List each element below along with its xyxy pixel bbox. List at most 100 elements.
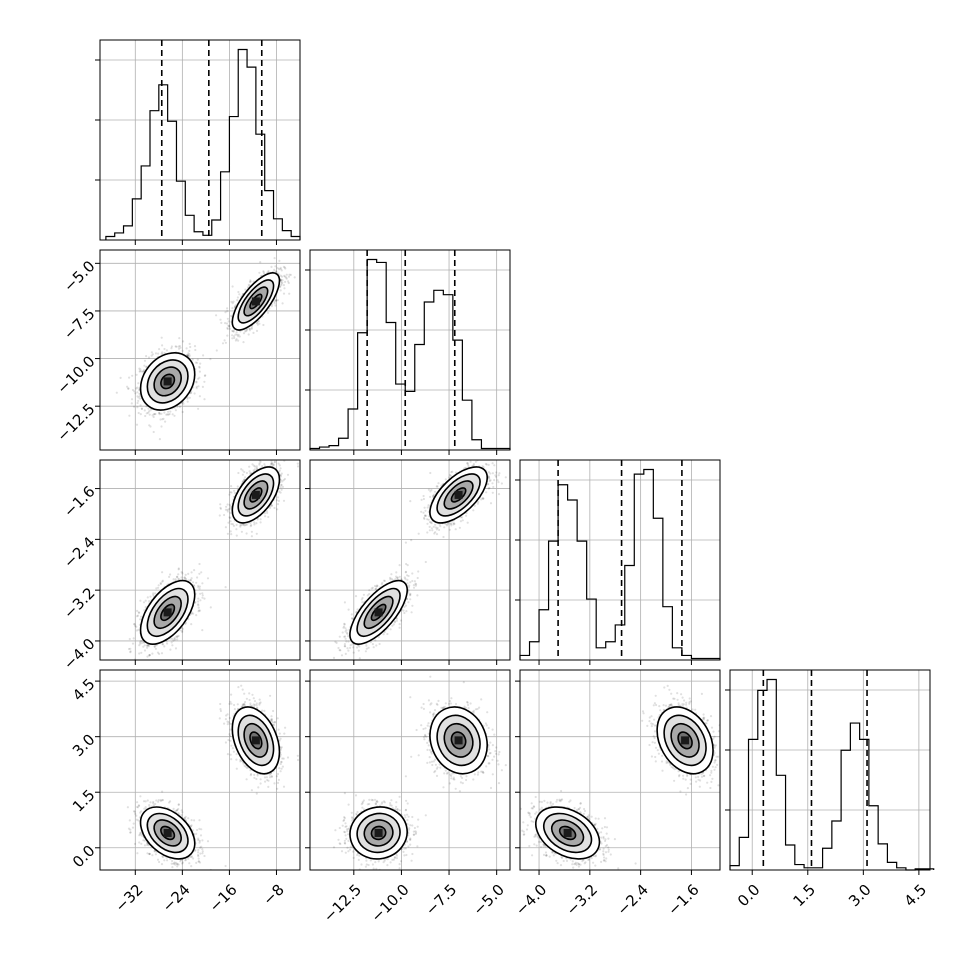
sample-point [231,307,234,310]
sample-point [137,396,140,399]
sample-point [198,609,202,612]
sample-point [146,644,149,647]
sample-point [202,354,205,357]
sample-point [190,571,193,574]
sample-point [219,506,222,509]
sample-point [132,637,135,640]
sample-point [270,463,273,466]
sample-point [221,342,225,345]
sample-point [224,508,227,511]
sample-point [203,374,206,377]
sample-point [188,349,191,352]
sample-point [169,648,172,651]
sample-point [133,623,136,626]
sample-point [279,475,282,478]
sample-point [133,623,136,626]
sample-point [195,581,198,584]
sample-point [163,352,166,355]
sample-point [198,585,201,588]
sample-point [128,414,131,417]
sample-point [192,612,195,615]
sample-point [275,499,278,502]
sample-point [168,575,171,579]
sample-point [153,413,156,416]
sample-point [177,573,180,576]
sample-point [131,374,134,377]
sample-point [139,639,142,643]
sample-point [229,327,232,330]
sample-point [203,380,206,383]
sample-point [171,413,174,416]
sample-point [137,382,140,385]
sample-point [273,460,277,463]
sample-point [141,641,144,645]
sample-point [187,354,190,357]
sample-point [138,367,141,370]
sample-point [177,567,180,570]
sample-point [175,345,178,348]
sample-point [139,404,142,407]
sample-point [238,335,241,338]
sample-point [279,467,282,470]
sample-point [131,388,134,392]
sample-point [232,524,235,528]
sample-point [166,642,169,645]
sample-point [148,654,151,657]
sample-point [127,387,130,390]
sample-point [137,611,140,614]
y-tick-label: −12.5 [53,400,98,445]
sample-point [161,571,164,574]
sample-point [199,362,202,365]
sample-point [276,267,279,270]
sample-point [161,643,165,646]
panel-frame [99,39,301,241]
sample-point [262,270,265,273]
sample-point [169,410,172,413]
sample-point [255,329,259,332]
sample-point [270,463,273,466]
sample-point [234,339,237,342]
sample-point [249,280,252,283]
sample-point [142,601,146,604]
sample-point [195,381,198,384]
sample-point [250,326,253,329]
sample-point [174,647,178,650]
sample-point [223,513,226,517]
sample-point [138,388,141,392]
sample-point [224,526,227,529]
sample-point [138,370,141,373]
sample-point [143,359,147,362]
sample-point [176,638,179,641]
sample-point [134,624,137,628]
sample-point [285,276,288,279]
sample-point [201,385,204,388]
sample-point [135,423,139,426]
sample-point [206,577,210,580]
sample-point [201,582,204,585]
sample-point [227,521,230,524]
sample-point [149,425,152,428]
sample-point [173,636,176,640]
sample-point [224,341,227,344]
sample-point [193,392,196,395]
sample-point [259,518,262,521]
sample-point [177,345,180,348]
sample-point [264,515,267,518]
sample-point [227,508,230,511]
sample-point [161,418,164,421]
sample-point [276,299,279,302]
sample-point [226,532,229,535]
sample-point [171,644,174,647]
sample-point [144,414,147,418]
sample-point [160,352,163,355]
sample-point [195,380,198,383]
sample-point [261,465,264,468]
sample-point [248,280,251,284]
sample-point [146,644,149,647]
sample-point [127,387,130,390]
sample-point [258,462,261,465]
sample-point [219,318,222,321]
sample-point [158,413,161,416]
sample-point [139,368,142,371]
sample-point [146,646,149,649]
